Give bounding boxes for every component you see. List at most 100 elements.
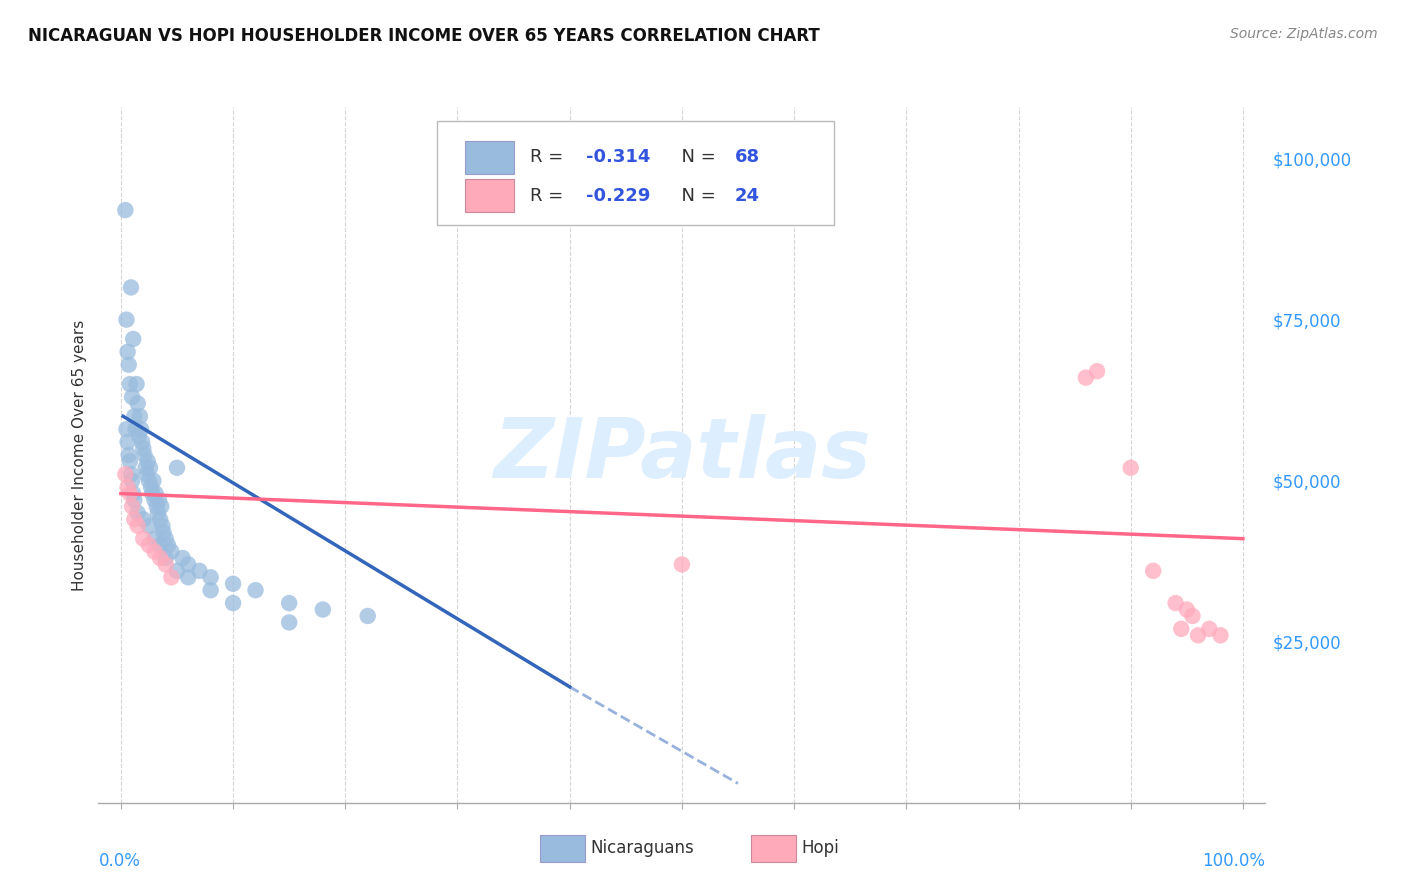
Point (155, 532, 177, 546)
Point (121, 390, 143, 404)
Point (1142, 564, 1164, 578)
Text: R =: R = (530, 148, 569, 166)
Point (118, 448, 141, 462)
Point (118, 454, 141, 468)
FancyBboxPatch shape (465, 141, 513, 174)
Point (143, 532, 166, 546)
Point (1198, 622, 1220, 636)
Point (142, 474, 165, 488)
FancyBboxPatch shape (437, 121, 834, 226)
Point (121, 500, 143, 514)
Point (1181, 609, 1204, 624)
Text: 0.0%: 0.0% (98, 852, 141, 870)
Point (312, 602, 335, 616)
Point (1119, 460, 1142, 475)
Text: Source: ZipAtlas.com: Source: ZipAtlas.com (1230, 27, 1378, 41)
Text: -0.314: -0.314 (586, 148, 651, 166)
Point (117, 344, 139, 359)
Point (150, 500, 173, 514)
Point (129, 409, 152, 424)
Point (120, 467, 142, 482)
Point (143, 493, 166, 508)
Point (138, 538, 160, 552)
Point (222, 576, 245, 591)
Point (136, 454, 159, 468)
Point (278, 615, 301, 630)
Point (124, 493, 146, 508)
Point (1074, 370, 1097, 384)
Text: R =: R = (530, 187, 569, 205)
Point (160, 570, 183, 584)
Text: NICARAGUAN VS HOPI HOUSEHOLDER INCOME OVER 65 YEARS CORRELATION CHART: NICARAGUAN VS HOPI HOUSEHOLDER INCOME OV… (28, 27, 820, 45)
Point (118, 358, 141, 372)
Text: N =: N = (671, 187, 721, 205)
Point (146, 500, 169, 514)
Text: -0.229: -0.229 (586, 187, 651, 205)
Point (121, 474, 143, 488)
Point (1085, 364, 1108, 378)
Point (155, 551, 177, 566)
Point (128, 428, 150, 442)
Point (172, 551, 194, 566)
Point (131, 435, 153, 450)
Point (149, 512, 172, 526)
Point (118, 377, 141, 392)
Text: Nicaraguans: Nicaraguans (591, 839, 695, 857)
Point (122, 486, 145, 500)
Point (127, 518, 149, 533)
Point (124, 409, 146, 424)
Point (135, 467, 157, 482)
Point (145, 486, 167, 500)
Point (139, 460, 162, 475)
Point (124, 512, 146, 526)
Point (135, 460, 157, 475)
Point (177, 558, 200, 572)
Point (134, 448, 156, 462)
Point (122, 332, 145, 346)
Point (114, 203, 136, 218)
Point (671, 558, 693, 572)
Point (166, 564, 188, 578)
Point (1175, 602, 1198, 616)
Text: 68: 68 (734, 148, 759, 166)
Point (115, 312, 138, 326)
Point (118, 486, 141, 500)
Point (146, 506, 169, 520)
Point (150, 518, 173, 533)
Point (278, 596, 301, 610)
Text: 24: 24 (734, 187, 759, 205)
Point (1170, 622, 1192, 636)
Point (1187, 628, 1209, 642)
Point (132, 442, 155, 456)
Point (155, 558, 177, 572)
Text: N =: N = (671, 148, 721, 166)
Point (124, 422, 146, 436)
Point (222, 596, 245, 610)
Point (200, 583, 222, 598)
Point (152, 525, 174, 540)
Point (141, 486, 163, 500)
Point (1164, 596, 1187, 610)
Point (127, 396, 149, 410)
Point (143, 544, 166, 558)
Point (132, 512, 155, 526)
Point (120, 280, 142, 294)
Point (115, 422, 138, 436)
Point (357, 609, 380, 624)
Point (129, 422, 152, 436)
Y-axis label: Householder Income Over 65 years: Householder Income Over 65 years (72, 319, 87, 591)
Text: ZIPatlas: ZIPatlas (494, 415, 870, 495)
Point (200, 570, 222, 584)
Point (138, 518, 160, 533)
Text: Hopi: Hopi (801, 839, 839, 857)
Text: 100.0%: 100.0% (1202, 852, 1265, 870)
Point (117, 435, 139, 450)
Point (114, 467, 136, 482)
Point (149, 551, 172, 566)
FancyBboxPatch shape (465, 179, 513, 212)
Point (125, 377, 148, 392)
Point (148, 493, 170, 508)
Point (132, 532, 155, 546)
Point (141, 480, 163, 494)
Point (149, 538, 172, 552)
